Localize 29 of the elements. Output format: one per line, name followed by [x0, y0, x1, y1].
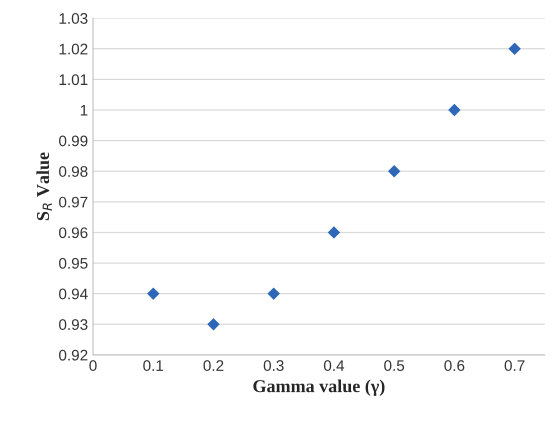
x-tick-label: 0.7 [504, 360, 524, 371]
y-tick-label: 1.01 [60, 74, 88, 86]
y-tick-label: 0.96 [59, 227, 88, 238]
point [508, 42, 521, 56]
point [207, 318, 220, 330]
y-tick-label: 1 [80, 105, 88, 116]
y-tick-label: 0.97 [59, 196, 88, 208]
y-axis-title: S$_{R}$ Value [36, 152, 52, 220]
point [388, 165, 400, 178]
x-tick-label: 0.5 [384, 360, 404, 371]
y-tick-label: 0.93 [59, 319, 88, 330]
point [268, 287, 280, 300]
x-tick-label: 0.3 [264, 360, 284, 371]
y-tick-label: 0.94 [59, 288, 88, 300]
y-tick-label: 0.92 [59, 350, 88, 361]
y-tick-label: 1.03 [60, 13, 88, 24]
y-tick-label: 1.02 [60, 44, 88, 54]
x-tick-label: 0.1 [143, 360, 164, 371]
point [147, 287, 160, 300]
point [448, 104, 461, 116]
y-tick-label: 0.98 [59, 166, 88, 177]
x-tick-label: 0 [89, 360, 97, 371]
point [328, 226, 340, 239]
x-tick-label: 0.4 [324, 360, 344, 371]
x-tick-label: 0.2 [203, 360, 224, 371]
y-tick-label: 0.99 [59, 135, 88, 146]
x-axis-title: Gamma value (γ) [253, 380, 384, 396]
x-tick-label: 0.6 [444, 360, 464, 371]
y-tick-label: 0.95 [59, 258, 88, 269]
